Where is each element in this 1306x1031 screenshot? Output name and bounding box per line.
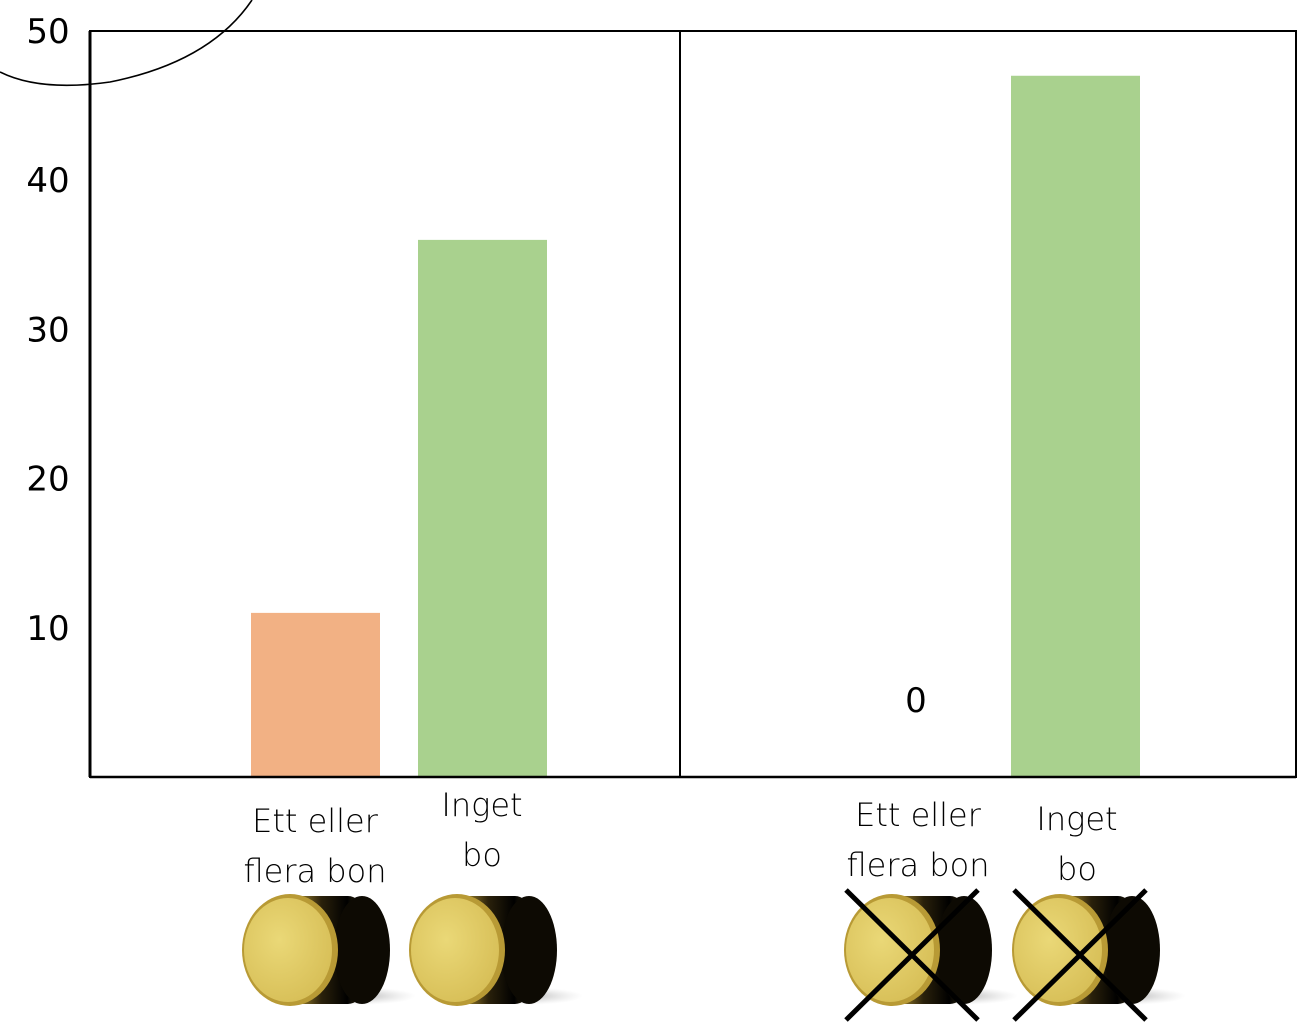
category-label: bo [1057, 850, 1097, 888]
cylinder-icon [1012, 888, 1186, 1022]
y-tick-label: 40 [26, 161, 69, 201]
bar [418, 239, 547, 777]
bar [251, 612, 380, 777]
cylinder-icon [409, 894, 583, 1006]
category-label: Ett eller [855, 796, 982, 834]
y-tick-label: 50 [26, 12, 69, 52]
category-label: Inget [441, 786, 522, 824]
cylinder-icon-part [501, 896, 557, 1004]
cross-icon [844, 888, 980, 1022]
category-label: flera bon [244, 852, 387, 890]
cylinder-icon-part [244, 898, 332, 1002]
cylinder-icon-part [936, 896, 992, 1004]
y-tick-label: 20 [26, 460, 69, 500]
cylinder-icon [242, 894, 416, 1006]
category-label: bo [462, 836, 502, 874]
cylinder-icon-part [334, 896, 390, 1004]
cylinder-icon-part [846, 898, 934, 1002]
y-tick-label: 30 [26, 310, 69, 350]
cylinder-icon-part [1014, 898, 1102, 1002]
panel-frame-right [679, 30, 1297, 778]
panel-frame-left [89, 30, 681, 778]
category-label: flera bon [847, 846, 990, 884]
cylinder-icon-part [411, 898, 499, 1002]
category-label: Inget [1036, 800, 1117, 838]
cross-icon [1012, 888, 1148, 1022]
cylinder-icon [844, 888, 1018, 1022]
category-label: Ett eller [252, 802, 379, 840]
bar [1011, 75, 1140, 777]
y-tick-label: 10 [26, 609, 69, 649]
data-label-zero: 0 [905, 681, 927, 721]
cylinder-icon-part [1104, 896, 1160, 1004]
